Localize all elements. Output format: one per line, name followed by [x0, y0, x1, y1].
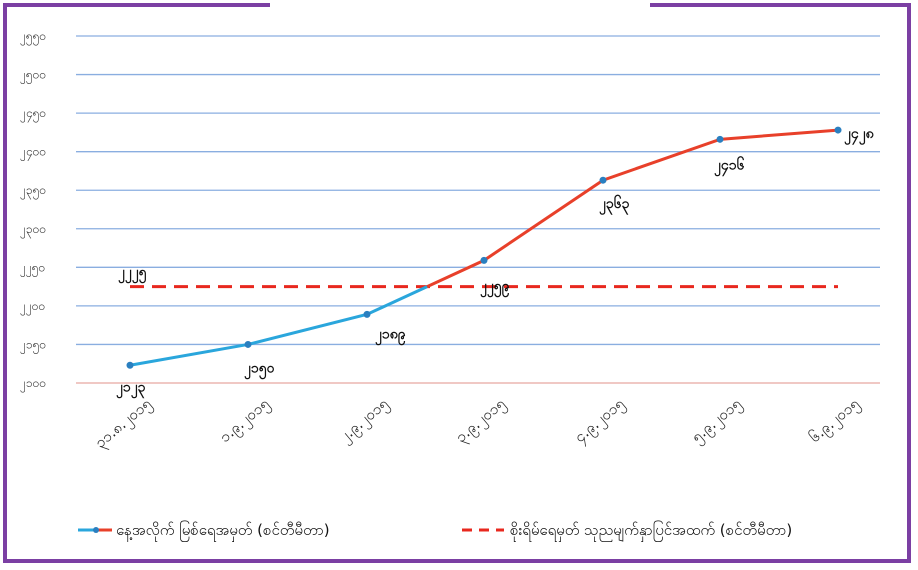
data-point: [244, 340, 252, 348]
series-line-above-threshold: [426, 128, 839, 288]
legend: နေ့အလိုက် မြစ်ရေအမှတ် (စင်တီမီတာ) စိုးရိ…: [78, 520, 792, 542]
x-tick-label: ၂.၉.၂၀၁၅: [336, 394, 394, 447]
data-label: ၂၄၁၆: [714, 156, 746, 176]
y-tick-label: ၂၂၀၀: [20, 299, 45, 316]
data-label: ၂၁၂၃: [116, 379, 146, 398]
legend-label-threshold: စိုးရိမ်ရေမှတ် သုညမျက်နှာပြင်အထက် (စင်တီ…: [510, 520, 792, 542]
data-label: ၂၃၆၃: [599, 195, 630, 215]
y-tick-label: ၂၅၀၀: [20, 68, 46, 85]
x-tick-label: ၆.၉.၂၀၁၅: [806, 394, 865, 448]
data-label: ၂၁၅၀: [244, 360, 276, 379]
data-label: ၂၂၅၉: [480, 278, 511, 297]
threshold-label: ၂၂၂၅: [118, 265, 148, 284]
x-tick-label: ၅.၉.၂၀၁၅: [688, 394, 747, 448]
x-tick-label: ၃.၉.၂၀၁၅: [452, 394, 511, 448]
x-tick-label: ၄.၉.၂၀၁၅: [571, 394, 630, 448]
data-point: [363, 310, 371, 318]
y-tick-label: ၂၃၅၀: [20, 183, 46, 200]
x-tick-label: ၁.၉.၂၀၁၅: [216, 394, 275, 448]
legend-label-daily: နေ့အလိုက် မြစ်ရေအမှတ် (စင်တီမီတာ): [116, 520, 330, 542]
legend-marker-daily: [93, 527, 99, 533]
grid-layer: [76, 35, 880, 384]
data-point: [834, 126, 842, 134]
x-axis-ticks: ၃၁.၈.၂၀၁၅ ၁.၉.၂၀၁၅ ၂.၉.၂၀၁၅ ၃.၉.၂၀၁၅ ၄.၉.၂၀၁…: [91, 394, 864, 454]
chart-frame: [3, 3, 911, 563]
x-tick-label: ၃၁.၈.၂၀၁၅: [91, 394, 156, 454]
y-tick-label: ၂၂၅၀: [20, 260, 45, 277]
data-label: ၂၁၈၉: [375, 326, 407, 345]
title-strip: [270, 0, 650, 10]
data-point: [480, 256, 488, 264]
y-axis-ticks: ၂၁၀၀ ၂၁၅၀ ၂၂၀၀ ၂၂၅၀ ၂၃၀၀ ၂၃၅၀ ၂၄၀၀ ၂၄၅၀ ၂၅၀၀ ၂၅၅၀: [20, 29, 46, 393]
threshold-layer: ၂၂၂၅: [118, 265, 838, 289]
y-tick-label: ၂၁၀၀: [20, 376, 46, 393]
y-tick-label: ၂၁၅၀: [20, 337, 46, 354]
data-label-layer: ၂၁၂၃ ၂၁၅၀ ၂၁၈၉ ၂၂၅၉ ၂၃၆၃ ၂၄၁၆ ၂၄၂၈: [116, 126, 875, 398]
data-point-layer: [126, 126, 842, 369]
data-point: [716, 135, 724, 143]
series-line-below-threshold: [129, 285, 428, 367]
data-point: [126, 361, 134, 369]
y-tick-label: ၂၄၅၀: [20, 106, 46, 123]
y-tick-label: ၂၃၀၀: [20, 222, 46, 239]
y-tick-label: ၂၄၀၀: [20, 145, 46, 162]
y-tick-label: ၂၅၅၀: [20, 29, 46, 46]
data-label: ၂၄၂၈: [844, 126, 875, 145]
data-point: [599, 176, 607, 184]
